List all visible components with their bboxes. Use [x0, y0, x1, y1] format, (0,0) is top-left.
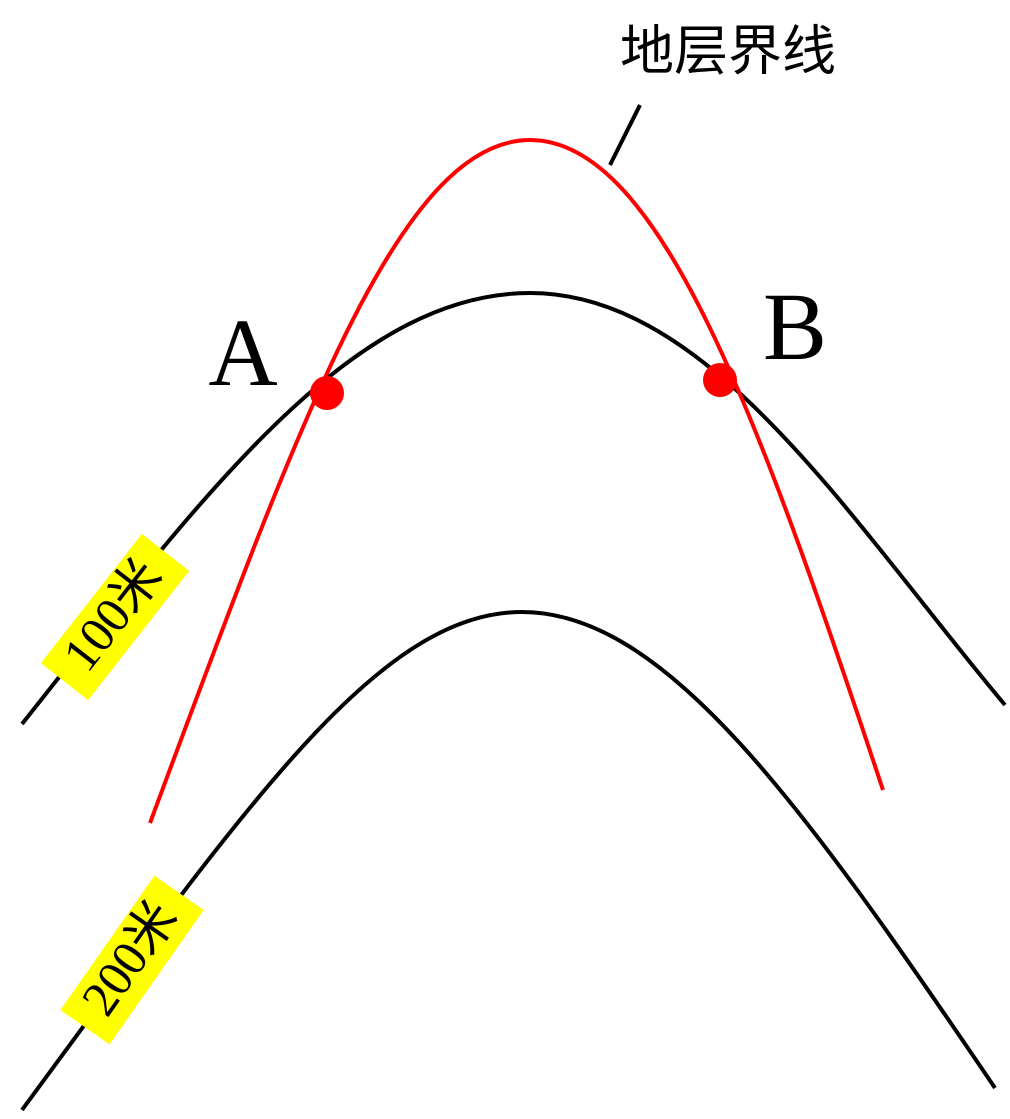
point-label: B: [763, 273, 827, 380]
contour-label: 200米: [70, 891, 188, 1026]
contour-100: [20, 290, 1007, 726]
point-label: A: [208, 299, 277, 406]
contour-label-group: 100米: [40, 533, 190, 701]
contour-label-group: 200米: [60, 875, 204, 1045]
point-b: [703, 363, 737, 397]
boundary-label: 地层界线: [620, 21, 836, 81]
label-background: [60, 875, 204, 1045]
point-a: [310, 376, 344, 410]
contour-200: [20, 609, 997, 1112]
leader-line: [608, 104, 642, 166]
label-background: [40, 533, 190, 701]
stratum-boundary: [148, 137, 885, 824]
